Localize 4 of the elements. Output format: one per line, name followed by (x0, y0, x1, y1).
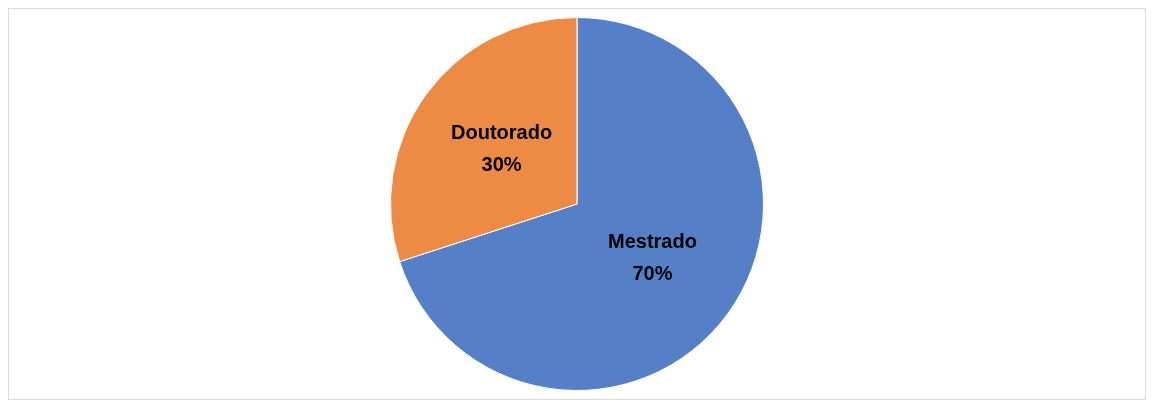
data-label: 30% (481, 152, 522, 175)
slice-label: Mestrado (607, 230, 697, 253)
slice-label: Doutorado (451, 120, 553, 143)
data-label: 70% (632, 262, 673, 285)
